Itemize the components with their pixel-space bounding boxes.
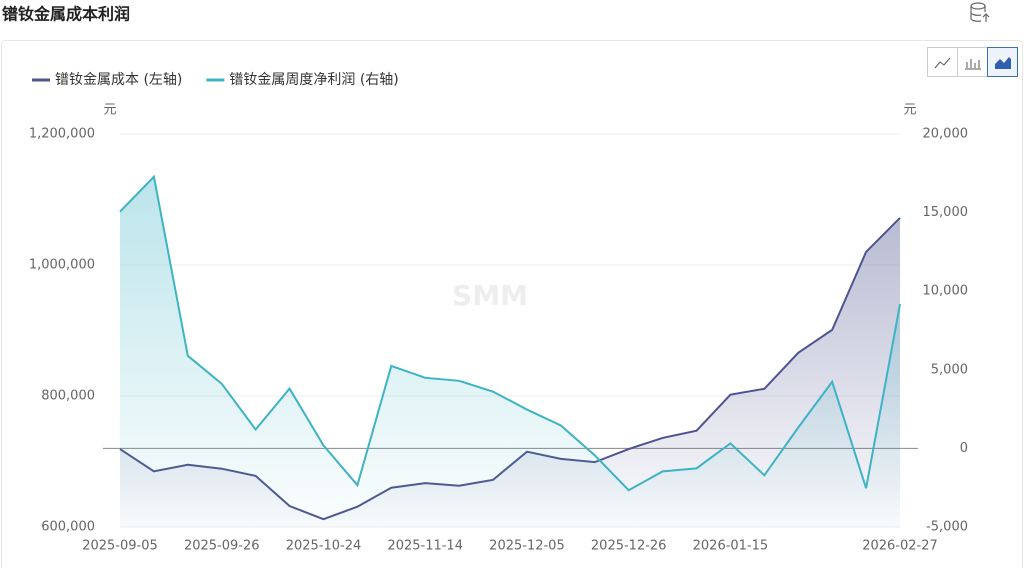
toolbar [927, 47, 1018, 77]
area [120, 217, 900, 527]
line-button[interactable] [927, 47, 958, 77]
y-tick-label: 1,200,000 [29, 127, 95, 142]
y2-tick-label: -5,000 [926, 520, 968, 535]
bar-icon [965, 59, 981, 70]
y2-tick-label: 0 [960, 441, 968, 456]
y2-unit: 元 [903, 103, 916, 118]
y2-tick-label: 10,000 [923, 284, 969, 299]
bar-button[interactable] [957, 47, 988, 77]
chart-title: 镨钕金属成本利润 [2, 5, 130, 24]
x-tick-label: 2025-12-05 [489, 539, 565, 554]
x-tick-label: 2026-02-27 [862, 539, 938, 554]
y2-tick-label: 5,000 [931, 362, 968, 377]
line-icon [934, 57, 951, 69]
y-tick-label: 1,000,000 [29, 258, 95, 273]
x-tick-label: 2025-09-05 [82, 539, 158, 554]
area-icon [995, 57, 1011, 69]
x-tick-label: 2025-09-26 [184, 539, 260, 554]
watermark: SMM [452, 279, 528, 312]
card [1, 40, 1023, 568]
y2-tick-label: 15,000 [923, 205, 969, 220]
y-unit: 元 [103, 103, 116, 118]
y-tick-label: 800,000 [41, 389, 95, 404]
x-tick-label: 2025-12-26 [591, 539, 667, 554]
export-icon[interactable] [970, 2, 990, 22]
y2-tick-label: 20,000 [923, 127, 969, 142]
legend-label: 镨钕金属周度净利润 (右轴) [229, 72, 398, 88]
x-tick-label: 2025-11-14 [387, 539, 463, 554]
line [119, 174, 901, 492]
x-tick-label: 2025-10-24 [286, 539, 362, 554]
y-tick-label: 600,000 [41, 520, 95, 535]
legend-label: 镨钕金属成本 (左轴) [55, 72, 182, 88]
x-tick-label: 2026-01-15 [693, 539, 769, 554]
area [120, 176, 900, 527]
